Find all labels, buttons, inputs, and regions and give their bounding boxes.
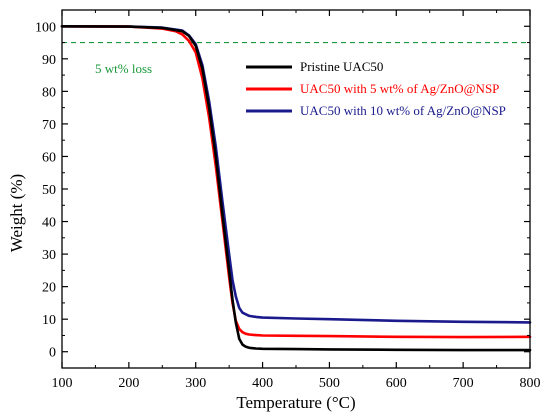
y-tick-label: 100 bbox=[35, 20, 56, 35]
legend-label-1: Pristine UAC50 bbox=[300, 59, 383, 74]
ticks: 100 200 300 400 500 600 700 800 0 10 20 30 40 50 60 70 8… bbox=[35, 10, 541, 391]
x-axis-title: Temperature (°C) bbox=[236, 393, 355, 412]
y-tick-label: 0 bbox=[49, 346, 56, 361]
x-tick-label: 300 bbox=[185, 376, 206, 391]
y-tick-label: 60 bbox=[42, 150, 56, 165]
x-tick-label: 100 bbox=[52, 376, 73, 391]
legend: Pristine UAC50 UAC50 with 5 wt% of Ag/ZnO… bbox=[246, 59, 506, 118]
series-group bbox=[60, 24, 532, 352]
x-tick-label: 400 bbox=[252, 376, 273, 391]
y-tick-label: 90 bbox=[42, 53, 56, 68]
series-line-1 bbox=[60, 24, 532, 352]
x-tick-label: 200 bbox=[118, 376, 139, 391]
x-tick-label: 800 bbox=[520, 376, 541, 391]
y-tick-label: 40 bbox=[42, 216, 56, 231]
y-tick-label: 10 bbox=[42, 313, 56, 328]
reference-line-label: 5 wt% loss bbox=[95, 61, 152, 76]
y-axis-title: Weight (%) bbox=[7, 174, 26, 252]
y-tick-label: 20 bbox=[42, 281, 56, 296]
x-tick-label: 700 bbox=[453, 376, 474, 391]
y-tick-label: 70 bbox=[42, 118, 56, 133]
y-tick-label: 80 bbox=[42, 85, 56, 100]
legend-label-2: UAC50 with 5 wt% of Ag/ZnO@NSP bbox=[300, 81, 499, 96]
x-tick-label: 600 bbox=[386, 376, 407, 391]
y-tick-label: 50 bbox=[42, 183, 56, 198]
y-tick-label: 30 bbox=[42, 248, 56, 263]
x-tick-label: 500 bbox=[319, 376, 340, 391]
legend-label-3: UAC50 with 10 wt% of Ag/ZnO@NSP bbox=[300, 103, 506, 118]
